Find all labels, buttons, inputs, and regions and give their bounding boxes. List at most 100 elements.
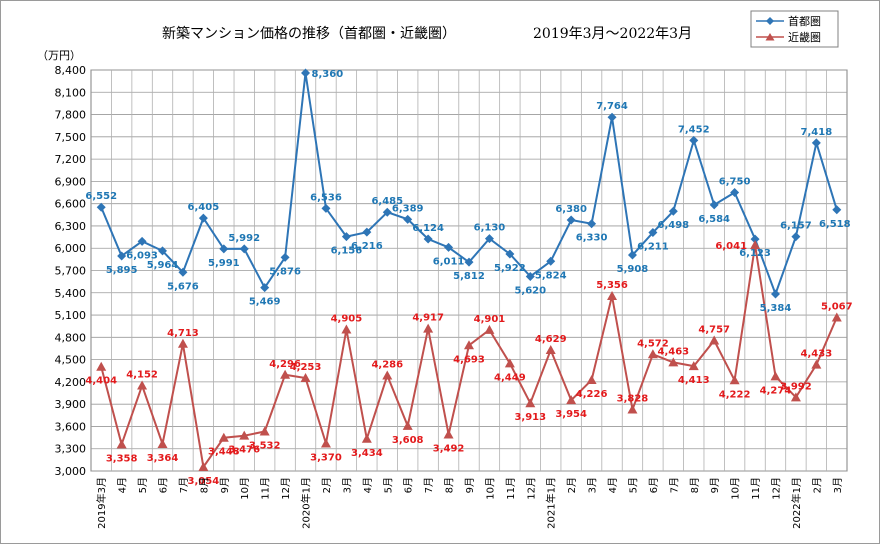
data-label: 4,404 (85, 376, 117, 387)
y-tick-label: 4,500 (55, 354, 87, 367)
data-label: 5,991 (208, 258, 240, 269)
data-point-triangle (504, 358, 515, 368)
data-point-diamond (260, 283, 270, 293)
data-label: 7,764 (596, 101, 628, 112)
data-label: 6,389 (392, 203, 424, 214)
data-point-diamond (158, 246, 168, 256)
data-label: 3,370 (310, 453, 342, 464)
x-tick-label: 2月 (811, 477, 823, 493)
data-label: 6,518 (819, 219, 851, 230)
data-point-diamond (198, 213, 208, 223)
data-label: 5,908 (617, 264, 649, 275)
data-label: 3,476 (228, 445, 260, 456)
y-tick-label: 6,000 (55, 242, 87, 255)
data-point-diamond (362, 227, 372, 237)
data-label: 5,824 (535, 270, 567, 281)
data-label: 6,123 (739, 248, 771, 259)
y-tick-label: 6,600 (55, 198, 87, 211)
x-tick-label: 8月 (689, 477, 701, 493)
data-label: 4,152 (126, 369, 158, 380)
data-point-triangle (341, 324, 352, 334)
data-point-diamond (444, 242, 454, 252)
x-tick-label: 11月 (505, 477, 517, 500)
data-label: 8,360 (312, 69, 344, 80)
data-label: 6,211 (637, 242, 669, 253)
x-tick-label: 5月 (137, 477, 149, 493)
y-tick-label: 7,800 (55, 109, 87, 122)
data-point-diamond (607, 112, 617, 122)
data-label: 6,485 (371, 196, 403, 207)
y-tick-label: 5,700 (55, 265, 87, 278)
data-point-diamond (709, 200, 719, 210)
data-point-triangle (280, 369, 291, 379)
data-label: 3,913 (514, 412, 546, 423)
data-label: 6,584 (698, 214, 730, 225)
x-tick-label: 12月 (525, 477, 537, 500)
data-point-diamond (484, 234, 494, 244)
data-point-triangle (157, 438, 168, 448)
data-label: 5,676 (167, 281, 199, 292)
data-point-diamond (627, 250, 637, 260)
data-point-triangle (525, 398, 536, 408)
data-point-diamond (301, 68, 311, 78)
data-point-triangle (259, 426, 270, 436)
data-label: 5,992 (228, 233, 260, 244)
y-tick-label: 3,600 (55, 420, 87, 433)
data-point-diamond (505, 249, 515, 259)
data-label: 4,226 (576, 389, 608, 400)
x-tick-label: 11月 (260, 477, 272, 500)
data-label: 6,130 (474, 223, 506, 234)
data-point-triangle (647, 349, 658, 359)
data-point-triangle (709, 335, 720, 345)
data-label: 4,296 (269, 359, 301, 370)
data-point-triangle (627, 404, 638, 414)
data-label: 5,384 (760, 303, 792, 314)
x-tick-label: 6月 (648, 477, 660, 493)
y-tick-label: 5,400 (55, 287, 87, 300)
y-tick-label: 8,100 (55, 86, 87, 99)
x-tick-label: 2020年1月 (300, 477, 313, 529)
data-point-triangle (688, 361, 699, 371)
data-point-diamond (566, 215, 576, 225)
data-point-triangle (443, 429, 454, 439)
data-label: 7,452 (678, 124, 710, 135)
data-label: 6,330 (576, 233, 608, 244)
data-point-triangle (137, 380, 148, 390)
x-tick-label: 11月 (750, 477, 762, 500)
data-label: 3,492 (433, 443, 465, 454)
series-layer (96, 68, 842, 471)
data-label: 3,992 (780, 381, 812, 392)
data-label: 3,448 (208, 447, 240, 458)
data-label: 6,552 (85, 191, 117, 202)
gridlines (90, 69, 848, 472)
data-label: 5,922 (494, 263, 526, 274)
data-point-triangle (607, 291, 618, 301)
data-label: 4,463 (658, 346, 690, 357)
data-point-diamond (464, 257, 474, 267)
data-label: 4,413 (678, 375, 710, 386)
x-tick-label: 3月 (587, 477, 599, 493)
x-tick-label: 2022年1月 (790, 477, 803, 529)
data-point-diamond (668, 206, 678, 216)
data-label: 3,532 (249, 440, 281, 451)
y-tick-label: 3,000 (55, 465, 87, 478)
data-label: 6,405 (188, 202, 220, 213)
x-tick-label: 2019年3月 (95, 477, 108, 529)
data-label: 5,876 (269, 266, 301, 277)
data-point-triangle (96, 361, 107, 371)
data-point-triangle (790, 392, 801, 402)
data-point-diamond (137, 236, 147, 246)
data-point-triangle (177, 338, 188, 348)
legend-box (750, 10, 839, 48)
x-tick-label: 5月 (627, 477, 639, 493)
data-point-diamond (96, 202, 106, 212)
data-label: 6,498 (658, 220, 690, 231)
data-label: 5,067 (821, 302, 853, 313)
data-label: 3,608 (392, 435, 424, 446)
x-tick-label: 2月 (566, 477, 578, 493)
data-label: 6,380 (555, 204, 587, 215)
data-label: 6,124 (412, 223, 444, 234)
data-point-triangle (382, 370, 393, 380)
